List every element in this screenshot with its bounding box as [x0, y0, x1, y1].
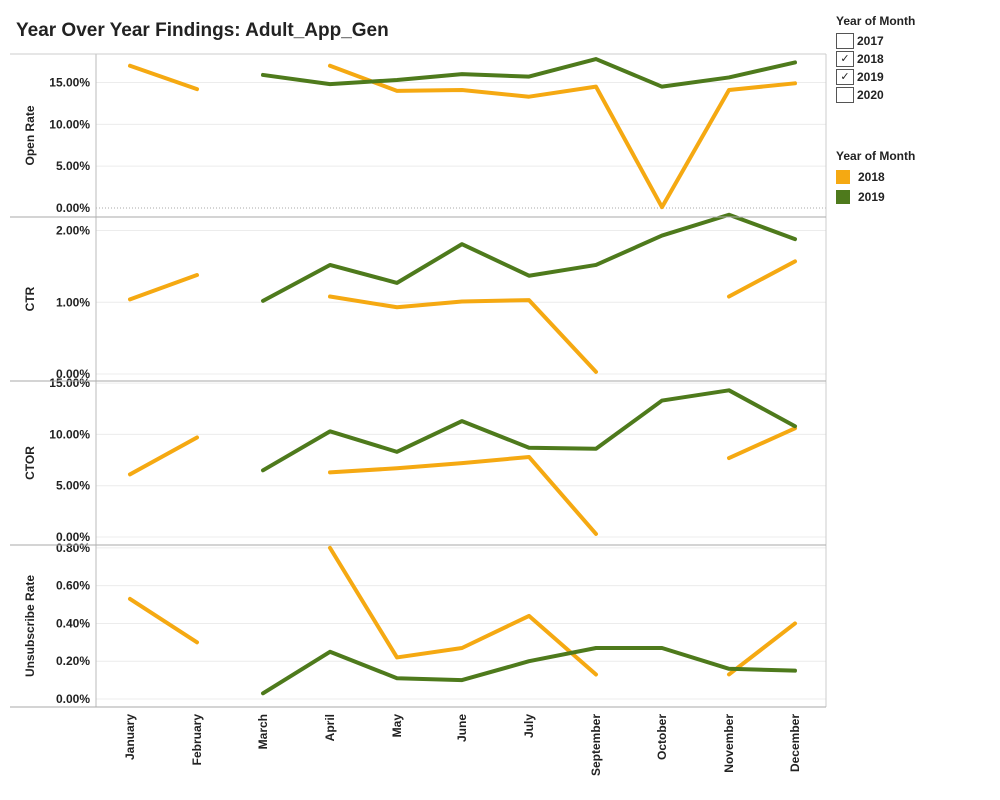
pane-2: 0.00% 1.00% 2.00% CTR: [23, 212, 826, 381]
series-line-2019[interactable]: [261, 212, 797, 303]
series-line-2019[interactable]: [261, 646, 797, 696]
series-line-2019[interactable]: [261, 388, 797, 473]
year-filter-legend: Year of Month 2017 ✓ 2018 ✓ 2019 2020: [836, 14, 915, 104]
y-axis-label: Unsubscribe Rate: [23, 575, 37, 677]
x-tick-label: June: [455, 714, 469, 742]
y-tick-label: 0.00%: [56, 530, 90, 544]
checkbox-icon[interactable]: ✓: [836, 51, 854, 67]
x-tick-label: October: [655, 714, 669, 760]
y-tick-label: 1.00%: [56, 295, 90, 309]
checkbox-icon[interactable]: ✓: [836, 69, 854, 85]
y-tick-label: 0.00%: [56, 367, 90, 381]
y-tick-label: 5.00%: [56, 159, 90, 173]
filter-item-label: 2019: [857, 70, 884, 84]
y-tick-label: 10.00%: [49, 117, 90, 131]
y-axis-label: CTR: [23, 286, 37, 311]
filter-item-2020[interactable]: 2020: [836, 86, 915, 104]
y-tick-label: 0.40%: [56, 616, 90, 630]
filter-item-label: 2018: [857, 52, 884, 66]
x-tick-label: November: [722, 714, 736, 773]
y-tick-label: 0.00%: [56, 201, 90, 215]
chart-title: Year Over Year Findings: Adult_App_Gen: [16, 20, 389, 41]
filter-item-2019[interactable]: ✓ 2019: [836, 68, 915, 86]
color-legend-label: 2019: [858, 190, 885, 204]
swatch-2019: [836, 190, 850, 204]
pane-3: 0.00% 5.00% 10.00% 15.00% CTOR: [23, 376, 826, 544]
y-tick-label: 15.00%: [49, 376, 90, 390]
series-line-2018[interactable]: [727, 259, 797, 299]
color-legend-item-2019[interactable]: 2019: [836, 187, 915, 207]
series-line-2018[interactable]: [328, 294, 598, 374]
series-line-2018[interactable]: [328, 454, 598, 536]
series-line-2018[interactable]: [128, 596, 199, 645]
series-line-2018[interactable]: [328, 545, 598, 677]
series-line-2018[interactable]: [128, 63, 199, 92]
filter-item-label: 2020: [857, 88, 884, 102]
y-tick-label: 15.00%: [49, 75, 90, 89]
x-tick-label: March: [256, 714, 270, 749]
swatch-2018: [836, 170, 850, 184]
x-tick-label: May: [390, 714, 404, 738]
series-line-2018[interactable]: [727, 621, 797, 677]
x-tick-label: December: [788, 714, 802, 772]
filter-item-2018[interactable]: ✓ 2018: [836, 50, 915, 68]
y-axis-label: Open Rate: [23, 105, 37, 165]
x-tick-label: February: [190, 714, 204, 766]
pane-4: 0.00% 0.20% 0.40% 0.60% 0.80% Unsubscribe Rat…: [23, 541, 826, 706]
series-line-2018[interactable]: [727, 426, 797, 461]
series-line-2018[interactable]: [128, 435, 199, 477]
checkbox-icon[interactable]: [836, 33, 854, 49]
filter-item-2017[interactable]: 2017: [836, 32, 915, 50]
color-legend: Year of Month 2018 2019: [836, 149, 915, 207]
y-axis-label: CTOR: [23, 446, 37, 480]
color-legend-label: 2018: [858, 170, 885, 184]
y-tick-label: 0.00%: [56, 692, 90, 706]
y-tick-label: 0.20%: [56, 654, 90, 668]
pane-1: 0.00% 5.00% 10.00% 15.00% Open Rate: [23, 57, 826, 215]
x-tick-label: January: [123, 714, 137, 760]
series-line-2018[interactable]: [328, 63, 797, 210]
color-legend-item-2018[interactable]: 2018: [836, 167, 915, 187]
x-tick-label: July: [522, 714, 536, 738]
filter-legend-title: Year of Month: [836, 14, 916, 28]
y-tick-label: 0.80%: [56, 541, 90, 555]
x-tick-label: September: [589, 714, 603, 776]
checkbox-icon[interactable]: [836, 87, 854, 103]
series-line-2019[interactable]: [261, 57, 797, 89]
y-tick-label: 2.00%: [56, 224, 90, 238]
y-tick-label: 0.60%: [56, 579, 90, 593]
x-tick-label: April: [323, 714, 337, 741]
y-tick-label: 10.00%: [49, 427, 90, 441]
y-tick-label: 5.00%: [56, 479, 90, 493]
filter-item-label: 2017: [857, 34, 884, 48]
color-legend-title: Year of Month: [836, 149, 916, 163]
series-line-2018[interactable]: [128, 273, 199, 302]
